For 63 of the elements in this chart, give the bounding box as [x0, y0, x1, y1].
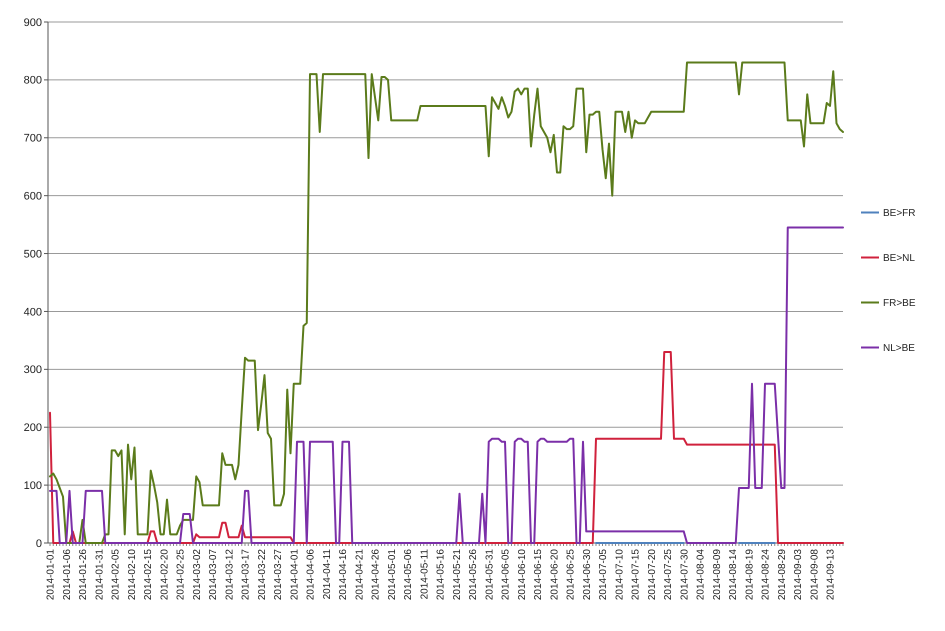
x-tick-label: 2014-08-19 [744, 548, 756, 600]
legend-label: BE>NL [883, 253, 916, 264]
x-tick-label: 2014-08-04 [696, 548, 706, 600]
x-tick-label: 2014-06-25 [566, 548, 576, 600]
x-tick-label: 2014-06-15 [533, 548, 544, 600]
x-tick-label: 2014-01-01 [46, 548, 56, 600]
y-tick-label: 800 [24, 74, 42, 87]
x-tick-label: 2014-04-21 [354, 548, 366, 600]
x-tick-label: 2014-06-10 [516, 548, 528, 600]
y-tick-label: 100 [24, 480, 42, 492]
x-tick-label: 2014-02-20 [159, 548, 170, 600]
y-tick-label: 700 [24, 132, 42, 145]
x-tick-label: 2014-08-29 [776, 548, 788, 600]
y-tick-label: 600 [24, 190, 42, 203]
x-tick-label: 2014-09-13 [826, 548, 836, 600]
x-tick-label: 2014-07-25 [663, 548, 674, 600]
x-tick-label: 2014-05-26 [468, 548, 479, 600]
y-tick-label: 200 [24, 422, 42, 434]
x-tick-label: 2014-07-30 [679, 548, 690, 600]
x-tick-label: 2014-03-27 [273, 548, 284, 600]
x-tick-label: 2014-01-06 [62, 548, 73, 600]
x-tick-label: 2014-01-31 [94, 548, 106, 600]
x-tick-label: 2014-04-26 [370, 548, 382, 600]
x-tick-label: 2014-08-24 [760, 548, 772, 600]
legend-label: FR>BE [883, 298, 916, 309]
x-tick-label: 2014-02-10 [126, 548, 138, 600]
x-tick-label: 2014-02-25 [176, 548, 186, 600]
x-tick-label: 2014-05-01 [386, 548, 398, 600]
x-tick-label: 2014-05-31 [484, 548, 496, 600]
x-tick-label: 2014-08-14 [728, 548, 739, 600]
x-tick-label: 2014-07-15 [630, 548, 642, 600]
x-tick-label: 2014-01-26 [78, 548, 89, 600]
x-tick-label: 2014-05-21 [452, 548, 463, 600]
legend-label: NL>BE [883, 343, 916, 354]
x-tick-label: 2014-05-11 [419, 548, 430, 600]
x-tick-label: 2014-03-17 [240, 548, 252, 600]
x-tick-label: 2014-04-16 [338, 548, 349, 600]
x-tick-label: 2014-07-10 [614, 548, 626, 600]
x-tick-label: 2014-08-09 [712, 548, 723, 600]
x-tick-label: 2014-06-30 [582, 548, 593, 600]
x-tick-label: 2014-06-20 [549, 548, 560, 600]
x-tick-label: 2014-03-02 [192, 548, 203, 600]
x-tick-label: 2014-09-03 [793, 548, 804, 600]
legend-label: BE>FR [883, 208, 916, 219]
x-tick-label: 2014-04-11 [322, 548, 333, 600]
x-tick-label: 2014-03-22 [256, 548, 268, 600]
x-tick-label: 2014-02-15 [143, 548, 154, 600]
x-tick-label: 2014-07-05 [598, 548, 609, 600]
x-tick-label: 2014-05-06 [403, 548, 414, 600]
x-tick-label: 2014-04-06 [306, 548, 316, 600]
x-tick-label: 2014-07-20 [646, 548, 658, 600]
y-tick-label: 0 [36, 538, 42, 550]
y-tick-label: 300 [24, 364, 42, 376]
x-tick-label: 2014-02-05 [110, 548, 122, 600]
x-tick-label: 2014-05-16 [436, 548, 446, 600]
x-tick-label: 2014-03-07 [208, 548, 219, 600]
y-tick-label: 900 [24, 16, 42, 29]
x-tick-label: 2014-03-12 [224, 548, 236, 600]
x-tick-label: 2014-09-08 [809, 548, 820, 600]
x-tick-label: 2014-04-01 [289, 548, 300, 600]
y-tick-label: 400 [24, 306, 42, 318]
x-tick-label: 2014-06-05 [500, 548, 512, 600]
y-tick-label: 500 [24, 248, 42, 260]
